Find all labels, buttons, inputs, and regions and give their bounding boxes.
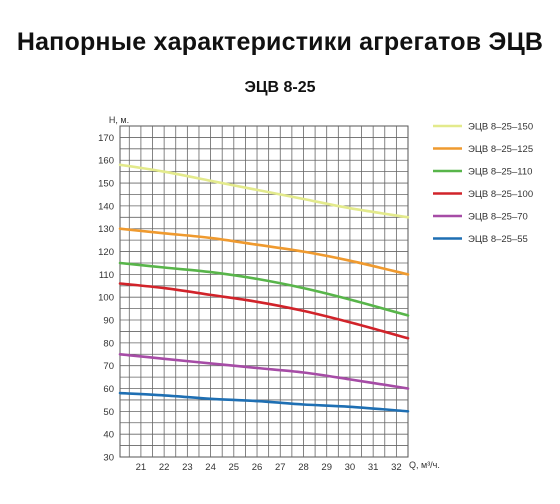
x-tick-label: 32 xyxy=(391,462,402,473)
y-tick-label: 80 xyxy=(103,338,114,349)
x-tick-label: 23 xyxy=(182,462,193,473)
x-tick-label: 27 xyxy=(275,462,286,473)
chart-title: ЭЦВ 8-25 xyxy=(244,79,316,96)
legend-entry: ЭЦВ 8–25–55 xyxy=(468,234,528,245)
x-axis-ticks: 21 22 23 24 25 26 27 28 29 30 31 32 xyxy=(136,462,402,473)
legend-entry: ЭЦВ 8–25–100 xyxy=(468,189,533,200)
series-lines xyxy=(118,163,410,413)
x-tick-label: 25 xyxy=(229,462,240,473)
series-line-4 xyxy=(118,282,410,340)
y-tick-label: 140 xyxy=(98,201,114,212)
y-tick-label: 120 xyxy=(98,247,114,258)
y-tick-label: 160 xyxy=(98,156,114,167)
x-tick-label: 29 xyxy=(321,462,332,473)
y-tick-label: 130 xyxy=(98,224,114,235)
x-tick-label: 21 xyxy=(136,462,147,473)
legend-entry: ЭЦВ 8–25–150 xyxy=(468,122,533,133)
legend-entry: ЭЦВ 8–25–125 xyxy=(468,144,533,155)
y-tick-label: 110 xyxy=(99,270,114,281)
page-title: Напорные характеристики агрегатов ЭЦВ xyxy=(16,28,544,56)
x-tick-label: 26 xyxy=(252,462,263,473)
legend: ЭЦВ 8–25–150 ЭЦВ 8–25–125 ЭЦВ 8–25–110 ЭЦВ … xyxy=(433,122,533,245)
y-tick-label: 60 xyxy=(103,384,114,395)
y-tick-label: 40 xyxy=(103,430,114,441)
series-line-3 xyxy=(118,261,410,317)
x-tick-label: 22 xyxy=(159,462,170,473)
y-tick-label: 50 xyxy=(103,407,114,418)
y-tick-label: 170 xyxy=(98,133,114,144)
y-tick-label: 90 xyxy=(103,316,114,327)
x-tick-label: 31 xyxy=(368,462,379,473)
y-axis-label: H, м. xyxy=(109,115,129,125)
legend-entry: ЭЦВ 8–25–110 xyxy=(468,167,532,178)
series-line-2 xyxy=(118,227,410,276)
y-tick-label: 30 xyxy=(103,453,114,464)
x-axis-label: Q, м³/ч. xyxy=(409,460,440,470)
x-tick-label: 28 xyxy=(298,462,309,473)
y-tick-label: 150 xyxy=(98,179,114,190)
y-tick-label: 70 xyxy=(103,361,114,372)
plot-frame xyxy=(119,125,409,458)
series-line-6 xyxy=(118,391,410,413)
legend-entry: ЭЦВ 8–25–70 xyxy=(468,212,528,223)
y-axis-ticks: 30 40 50 60 70 80 90 100 110 120 130 140 150 160 170 xyxy=(98,133,114,464)
series-line-5 xyxy=(118,353,410,390)
y-tick-label: 100 xyxy=(98,293,114,304)
x-tick-label: 30 xyxy=(345,462,356,473)
series-line-1 xyxy=(118,163,410,219)
x-tick-label: 24 xyxy=(205,462,216,473)
